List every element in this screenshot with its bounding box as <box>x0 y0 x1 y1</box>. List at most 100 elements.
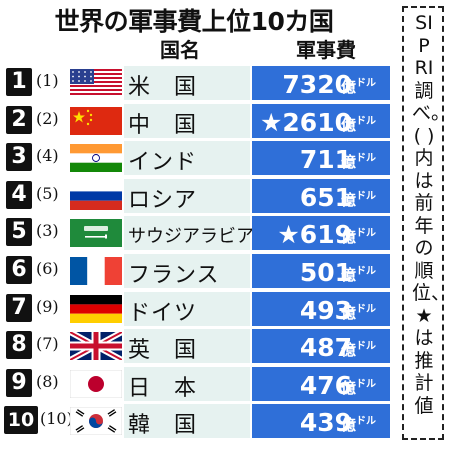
country-name: サウジアラビア <box>128 226 254 248</box>
source-note-frame <box>402 6 444 440</box>
unit-sub: ドル <box>356 416 376 428</box>
country-name: ロシア <box>128 187 198 213</box>
rank-badge: 6 <box>6 256 32 284</box>
country-cell <box>124 366 250 401</box>
unit-label: 億ドル <box>341 375 376 398</box>
unit-main: 億 <box>340 416 356 435</box>
unit-label: 億ドル <box>341 337 376 360</box>
country-name: 韓 国 <box>128 413 198 439</box>
country-cell <box>124 329 250 364</box>
spending-value: 501 <box>299 258 352 287</box>
unit-sub: ドル <box>356 303 376 315</box>
country-name: 日 本 <box>128 375 198 401</box>
unit-main: 億 <box>340 78 356 96</box>
table-row: 8 (7) 英 国 487 億ドル <box>0 327 400 364</box>
previous-rank: (5) <box>36 183 59 203</box>
country-cell <box>124 141 250 176</box>
rank-badge: 5 <box>6 218 32 247</box>
spending-bar: 439 億ドル <box>252 404 390 439</box>
spending-bar: 651 億ドル <box>252 178 390 213</box>
unit-label: 億ドル <box>341 149 376 172</box>
country-name: 英 国 <box>128 338 198 364</box>
previous-rank: (6) <box>36 259 59 278</box>
previous-rank: (3) <box>36 221 59 241</box>
rank-badge: 9 <box>6 368 32 397</box>
spending-bar: 476 億ドル <box>252 366 390 401</box>
unit-sub: ドル <box>356 341 376 353</box>
spending-bar: 493 億ドル <box>252 291 390 326</box>
table-row: 5 (3) サウジアラビア ★619 億ドル <box>0 214 400 251</box>
flag-ru-icon <box>70 181 122 210</box>
rank-badge: 7 <box>6 293 32 322</box>
unit-label: 億ドル <box>341 262 376 285</box>
flag-cn-icon <box>70 106 122 135</box>
country-name: インド <box>128 150 198 176</box>
column-header-spending: 軍事費 <box>296 38 356 62</box>
spending-bar: 711 億ドル <box>252 141 390 176</box>
country-name: フランス <box>128 263 220 288</box>
table-row: 9 (8) 日 本 476 億ドル <box>0 365 400 402</box>
unit-main: 億 <box>340 341 356 360</box>
country-cell <box>124 103 250 138</box>
flag-kr-icon <box>70 407 122 436</box>
unit-sub: ドル <box>356 115 376 127</box>
previous-rank: (2) <box>36 108 59 128</box>
flag-us-icon <box>70 69 122 97</box>
spending-value: 439 <box>299 408 352 438</box>
table-row: 7 (9) ドイツ 493 億ドル <box>0 290 400 327</box>
rank-badge: 3 <box>6 143 32 172</box>
spending-value: 7320 <box>282 70 352 99</box>
spending-value: 476 <box>299 370 352 400</box>
previous-rank: (1) <box>36 71 59 90</box>
unit-main: 億 <box>340 303 356 322</box>
flag-in-icon <box>70 144 122 173</box>
unit-main: 億 <box>340 228 356 247</box>
rank-badge: 2 <box>6 105 32 134</box>
rank-badge: 8 <box>6 331 32 360</box>
unit-main: 億 <box>340 266 356 284</box>
country-name: ドイツ <box>128 300 198 326</box>
spending-bar: ★2610 億ドル <box>252 103 390 138</box>
previous-rank: (9) <box>36 296 59 316</box>
unit-label: 億ドル <box>341 300 376 323</box>
spending-value: ★619 <box>277 220 352 250</box>
unit-label: 億ドル <box>341 112 376 135</box>
country-cell <box>124 291 250 326</box>
source-note: SIPRI調べ。( )内は前年の順位、★は推計値 <box>412 12 450 417</box>
spending-bar: 7320 億ドル <box>252 66 390 100</box>
table-row: 3 (4) インド 711 億ドル <box>0 139 400 176</box>
previous-rank: (4) <box>36 146 59 166</box>
unit-label: 億ドル <box>341 412 376 435</box>
spending-bar: 501 億ドル <box>252 254 390 288</box>
country-name: 中 国 <box>128 112 198 138</box>
unit-sub: ドル <box>356 78 376 89</box>
unit-main: 億 <box>340 190 356 209</box>
spending-value: 493 <box>299 295 352 325</box>
unit-sub: ドル <box>356 153 376 165</box>
flag-de-icon <box>70 294 122 323</box>
unit-label: 億ドル <box>341 187 376 210</box>
unit-sub: ドル <box>356 190 376 202</box>
previous-rank: (7) <box>36 334 59 354</box>
country-cell <box>124 404 250 439</box>
rank-badge: 10 <box>4 406 38 435</box>
unit-sub: ドル <box>356 266 376 277</box>
spending-bar: ★619 億ドル <box>252 216 390 251</box>
spending-bar: 487 億ドル <box>252 329 390 364</box>
country-cell <box>124 216 250 251</box>
flag-jp-icon <box>70 369 122 398</box>
unit-sub: ドル <box>356 378 376 390</box>
chart-title: 世界の軍事費上位10カ国 <box>54 7 334 36</box>
table-row: 6 (6) フランス 501 億ドル <box>0 252 400 289</box>
rank-badge: 4 <box>6 180 32 209</box>
spending-value: 651 <box>299 182 352 212</box>
flag-gb-icon <box>70 332 122 361</box>
spending-value: 711 <box>299 145 352 175</box>
table-row: 2 (2) 中 国 ★2610 億ドル <box>0 102 400 139</box>
unit-sub: ドル <box>356 228 376 240</box>
unit-main: 億 <box>340 115 356 134</box>
previous-rank: (8) <box>36 371 59 391</box>
spending-value: ★2610 <box>260 107 352 137</box>
country-cell <box>124 178 250 213</box>
spending-value: 487 <box>299 333 352 363</box>
